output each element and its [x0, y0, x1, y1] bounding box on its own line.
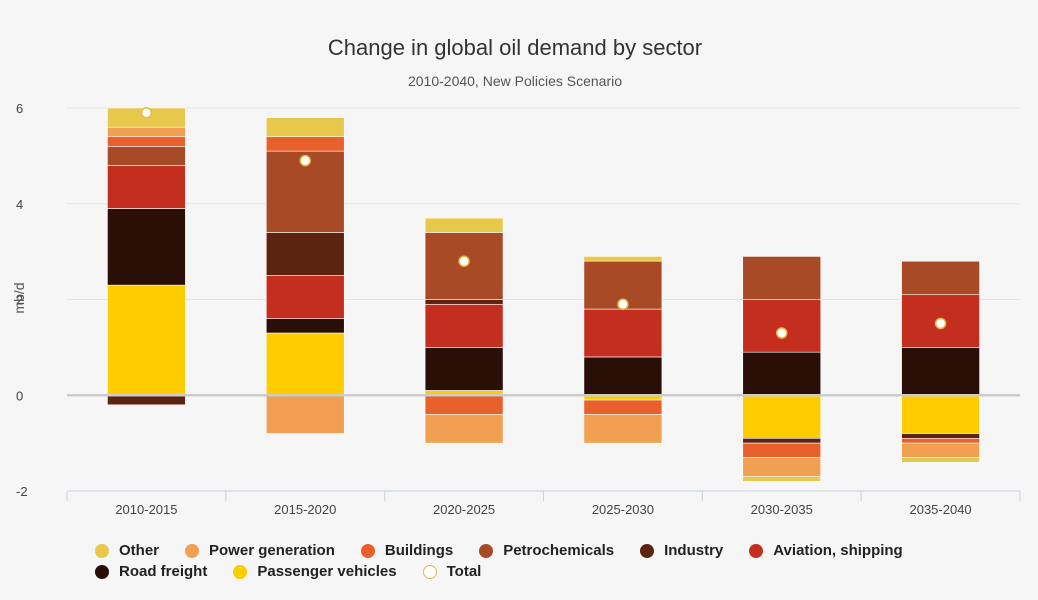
legend-label: Aviation, shipping — [773, 542, 903, 559]
total-marker[interactable] — [458, 255, 470, 267]
legend-swatch-icon — [422, 564, 437, 579]
bars — [107, 107, 980, 482]
x-tick-label: 2035-2040 — [909, 502, 971, 517]
total-marker[interactable] — [934, 317, 947, 330]
gridlines — [67, 107, 1020, 300]
total-marker[interactable] — [617, 298, 629, 311]
y-tick-label: 2 — [16, 293, 23, 308]
x-tick-label: 2010-2015 — [115, 502, 177, 517]
bar-segment[interactable] — [742, 438, 822, 444]
bar-segment[interactable] — [265, 394, 345, 434]
legend-swatch-icon — [640, 543, 655, 558]
x-tick-label: 2025-2030 — [592, 502, 654, 517]
legend-swatch-icon — [479, 543, 494, 558]
bar-segment[interactable] — [583, 414, 663, 444]
bar-segment[interactable] — [742, 394, 822, 439]
bar-segment[interactable] — [107, 394, 186, 406]
bar-segment[interactable] — [742, 299, 822, 353]
legend-swatch-icon — [95, 564, 109, 579]
bar-segment[interactable] — [107, 208, 186, 286]
bar-segment[interactable] — [583, 308, 663, 358]
legend: Other Power generation Buildings Petrochemi… — [95, 540, 995, 582]
chart-subtitle: 2010-2040, New Policies Scenario — [408, 73, 622, 89]
legend-item[interactable]: Passenger vehicles — [233, 563, 397, 580]
bar-segment[interactable] — [107, 284, 186, 396]
bar-segment[interactable] — [107, 146, 186, 166]
total-marker[interactable] — [140, 107, 153, 119]
legend-label: Road freight — [119, 563, 208, 580]
x-tick-label: 2015-2020 — [274, 502, 336, 517]
legend-label: Total — [446, 563, 482, 580]
bar-segment[interactable] — [424, 217, 504, 233]
bar-segment[interactable] — [583, 256, 663, 262]
legend-label: Buildings — [384, 542, 454, 559]
legend-item[interactable]: Industry — [640, 542, 723, 559]
bar-segment[interactable] — [901, 442, 980, 458]
bar-segment[interactable] — [424, 303, 504, 348]
bar-segment[interactable] — [107, 126, 186, 138]
bar-segment[interactable] — [265, 136, 345, 152]
bar-segment[interactable] — [901, 438, 980, 444]
bar-segment[interactable] — [901, 394, 980, 434]
y-axis-title: mb/d — [11, 282, 27, 313]
total-marker[interactable] — [776, 327, 788, 339]
bar-segment[interactable] — [265, 117, 345, 138]
legend-swatch-icon — [95, 543, 109, 558]
legend-item[interactable]: Power generation — [185, 542, 335, 559]
bar-segment[interactable] — [742, 442, 822, 458]
bar-segment[interactable] — [742, 476, 822, 482]
bar-segment[interactable] — [742, 351, 822, 396]
legend-label: Power generation — [209, 542, 335, 559]
bar-segment[interactable] — [265, 318, 345, 334]
legend-label: Other — [119, 542, 160, 559]
y-tick-label: -2 — [16, 484, 28, 499]
bar-segment[interactable] — [424, 299, 504, 305]
bar-segment[interactable] — [901, 457, 980, 463]
x-tick-label: 2030-2035 — [751, 502, 813, 517]
legend-swatch-icon — [749, 543, 764, 558]
chart: Change in global oil demand by sector 20… — [11, 35, 1021, 517]
y-tick-label: 6 — [16, 101, 23, 116]
bar-segment[interactable] — [742, 256, 822, 300]
bar-segment[interactable] — [107, 136, 186, 147]
legend-item[interactable]: Road freight — [95, 563, 207, 580]
y-tick-label: 0 — [16, 388, 23, 403]
legend-item[interactable]: Petrochemicals — [479, 542, 614, 559]
total-markers — [140, 107, 947, 339]
bar-segment[interactable] — [901, 433, 980, 439]
legend-label: Passenger vehicles — [257, 563, 397, 580]
legend-item[interactable]: Buildings — [360, 542, 454, 559]
axes: 6 4 2 0 -2 2010-2015 2015-2020 2020-2025 2025-20… — [16, 101, 1021, 517]
bar-segment[interactable] — [742, 457, 822, 477]
legend-row: Other Power generation Buildings Petrochemi… — [95, 540, 995, 561]
legend-label: Petrochemicals — [503, 542, 615, 559]
bar-segment[interactable] — [424, 347, 504, 391]
legend-row: Road freight Passenger vehicles Total — [95, 561, 995, 582]
total-marker[interactable] — [299, 154, 311, 167]
legend-swatch-icon — [185, 543, 200, 558]
bar-segment[interactable] — [265, 232, 345, 276]
legend-label: Industry — [664, 542, 724, 559]
bar-segment[interactable] — [901, 347, 980, 396]
legend-swatch-icon — [233, 564, 248, 579]
legend-item[interactable]: Aviation, shipping — [749, 542, 903, 559]
bar-segment[interactable] — [583, 356, 663, 396]
bar-segment[interactable] — [424, 394, 504, 415]
bar-segment[interactable] — [424, 414, 504, 444]
legend-item[interactable]: Total — [422, 563, 482, 580]
legend-item[interactable]: Other — [95, 542, 159, 559]
legend-swatch-icon — [360, 543, 375, 558]
chart-title: Change in global oil demand by sector — [328, 35, 702, 60]
bar-segment[interactable] — [583, 399, 663, 415]
x-tick-label: 2020-2025 — [433, 502, 495, 517]
bar-segment[interactable] — [265, 332, 345, 396]
bar-segment[interactable] — [901, 260, 980, 296]
y-tick-label: 4 — [16, 197, 23, 212]
bar-segment[interactable] — [265, 275, 345, 319]
bar-segment[interactable] — [107, 165, 186, 209]
